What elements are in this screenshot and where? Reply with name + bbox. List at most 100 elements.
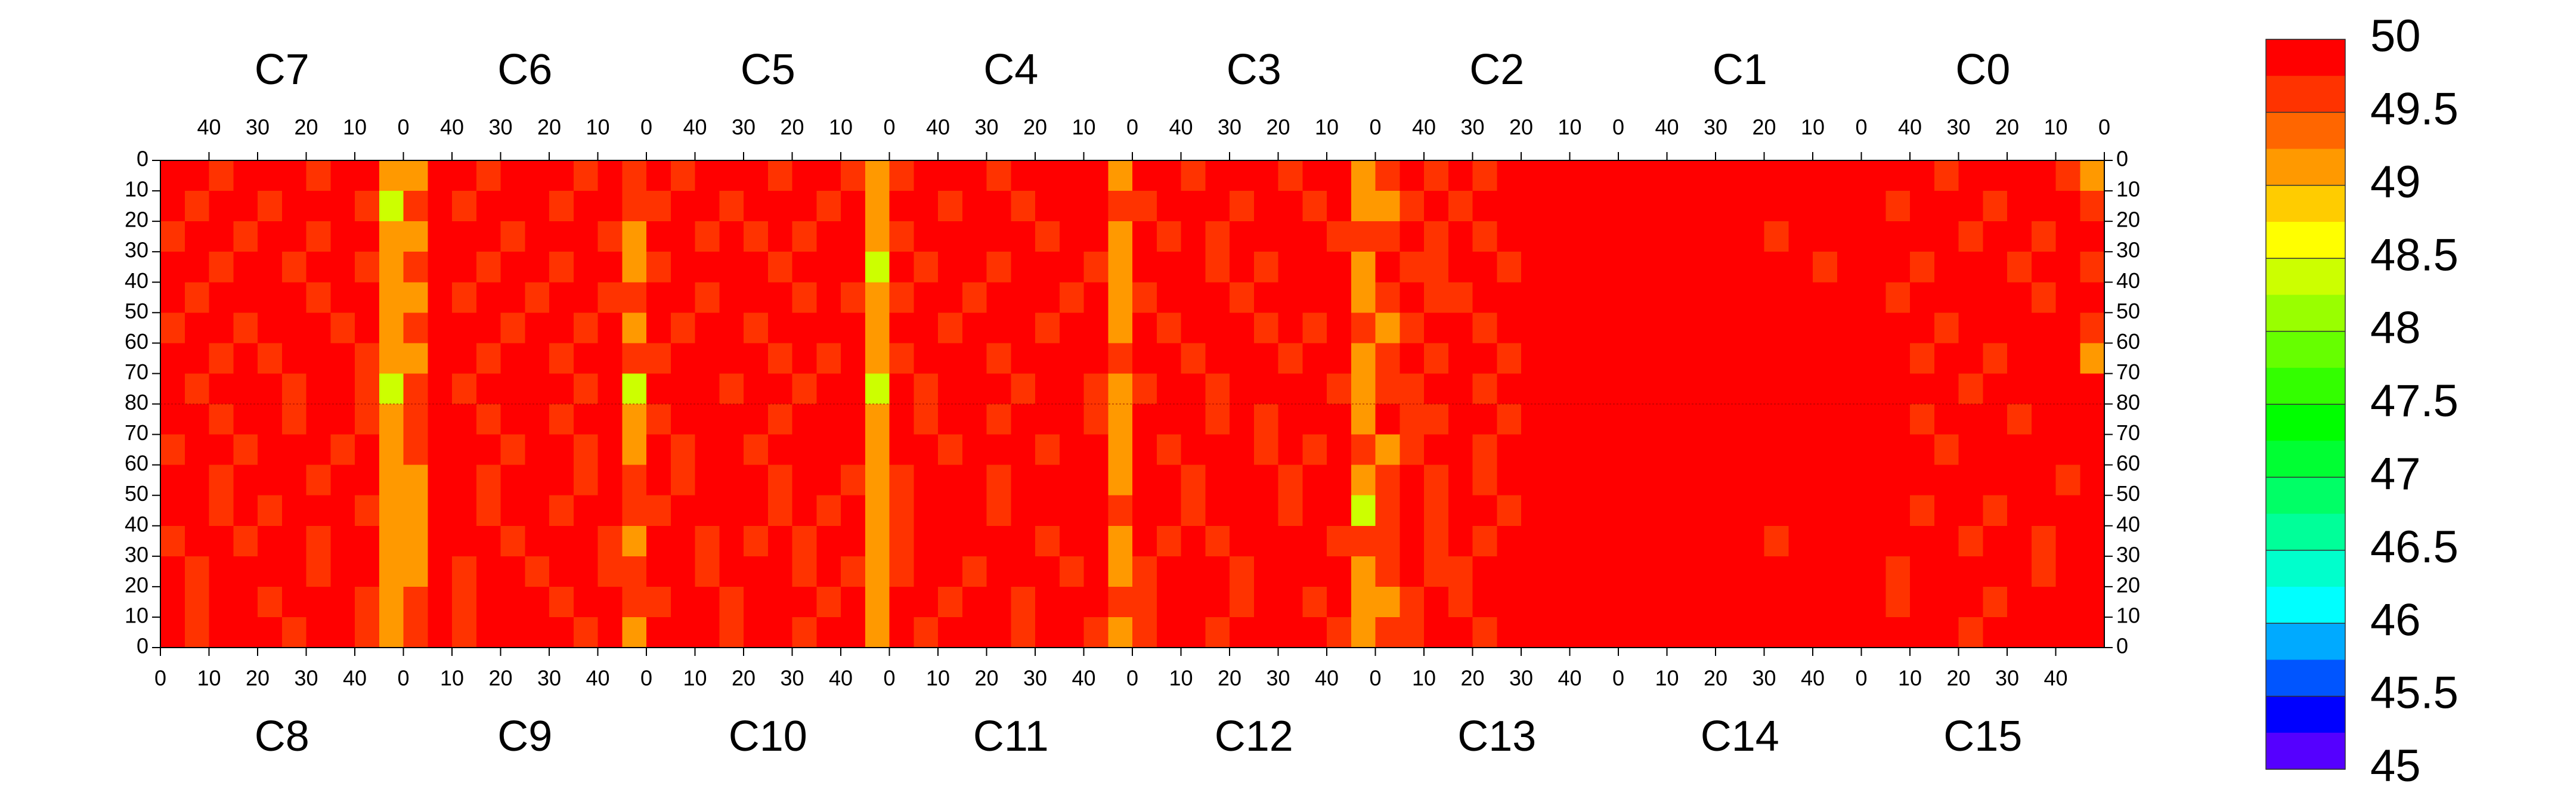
heatmap-cell: [1813, 191, 1838, 222]
y-tick-label: 20: [2116, 208, 2140, 232]
y-tick-label: 60: [2116, 451, 2140, 475]
x-tick-label: 30: [1460, 115, 1484, 140]
heatmap-cell: [209, 404, 234, 435]
heatmap-cell: [1108, 343, 1133, 374]
heatmap-cell: [1230, 252, 1255, 283]
heatmap-cell: [1132, 282, 1157, 313]
heatmap-cell: [2055, 252, 2080, 283]
heatmap-cell: [695, 282, 720, 313]
x-tick-label: 40: [683, 115, 707, 140]
heatmap-cell: [1983, 221, 2008, 252]
heatmap-cell: [379, 252, 404, 283]
heatmap-cell: [258, 434, 283, 466]
heatmap-cell: [1205, 221, 1230, 252]
heatmap-cell: [1667, 343, 1692, 374]
heatmap-cell: [1083, 191, 1109, 222]
heatmap-cell: [476, 160, 501, 191]
heatmap-cell: [792, 465, 817, 496]
heatmap-cell: [1156, 343, 1182, 374]
x-tick-label: 10: [1898, 666, 1922, 691]
heatmap-cell: [1083, 556, 1109, 587]
heatmap-cell: [1351, 434, 1376, 466]
heatmap-cell: [1813, 465, 1838, 496]
heatmap-cell: [525, 373, 550, 405]
heatmap-cell: [1011, 312, 1036, 343]
heatmap-cell: [986, 586, 1011, 618]
heatmap-cell: [160, 221, 185, 252]
heatmap-cell: [622, 586, 647, 618]
heatmap-cell: [1618, 434, 1643, 466]
heatmap-cell: [1011, 404, 1036, 435]
heatmap-cell: [1618, 556, 1643, 587]
heatmap-cell: [549, 434, 574, 466]
heatmap-cell: [573, 282, 599, 313]
heatmap-cell: [2007, 465, 2032, 496]
heatmap-cell: [355, 191, 380, 222]
panel-label: C0: [1955, 46, 2010, 94]
heatmap-cell: [258, 221, 283, 252]
heatmap-cell: [306, 373, 331, 405]
heatmap-cell: [1132, 586, 1157, 618]
heatmap-cell: [233, 525, 258, 557]
heatmap-cell: [865, 343, 890, 374]
heatmap-cell: [695, 525, 720, 557]
heatmap-cell: [1302, 556, 1327, 587]
heatmap-cell: [476, 191, 501, 222]
heatmap-cell: [670, 434, 696, 466]
heatmap-cell: [1642, 373, 1668, 405]
heatmap-cell: [1351, 525, 1376, 557]
heatmap-cell: [914, 191, 939, 222]
heatmap-cell: [1667, 312, 1692, 343]
heatmap-cell: [938, 312, 963, 343]
heatmap-cell: [1837, 373, 1862, 405]
heatmap-cell: [914, 495, 939, 527]
heatmap-cell: [889, 160, 914, 191]
x-tick-label: 10: [440, 666, 464, 691]
heatmap-cell: [1302, 252, 1327, 283]
heatmap-cell: [379, 495, 404, 527]
heatmap-cell: [452, 221, 477, 252]
heatmap-cell: [1472, 282, 1497, 313]
heatmap-cell: [1278, 556, 1303, 587]
heatmap-cell: [889, 252, 914, 283]
heatmap-cell: [1327, 525, 1352, 557]
heatmap-cell: [646, 495, 671, 527]
panel-label: C1: [1713, 46, 1767, 94]
heatmap-cell: [1691, 160, 1716, 191]
heatmap-cell: [1837, 586, 1862, 618]
heatmap-cell: [184, 556, 210, 587]
heatmap-cell: [1448, 160, 1473, 191]
heatmap-cell: [573, 191, 599, 222]
heatmap-cell: [744, 525, 769, 557]
heatmap-cell: [1375, 282, 1400, 313]
heatmap-cell: [622, 617, 647, 648]
heatmap-cell: [209, 343, 234, 374]
heatmap-cell: [2031, 404, 2057, 435]
heatmap-cell: [1958, 404, 1983, 435]
heatmap-cell: [1618, 617, 1643, 648]
heatmap-cell: [1934, 586, 1959, 618]
heatmap-cell: [1327, 404, 1352, 435]
colorbar-band: [2266, 148, 2345, 186]
heatmap-cell: [573, 586, 599, 618]
heatmap-cell: [1351, 556, 1376, 587]
panel-label: C9: [497, 713, 552, 760]
heatmap-cell: [1230, 404, 1255, 435]
heatmap-cell: [573, 312, 599, 343]
y-tick-label: 40: [125, 512, 148, 536]
heatmap-cell: [622, 221, 647, 252]
heatmap-cell: [2007, 434, 2032, 466]
heatmap-cell: [258, 495, 283, 527]
heatmap-cell: [1764, 465, 1789, 496]
heatmap-cell: [1958, 221, 1983, 252]
heatmap-cell: [1448, 525, 1473, 557]
heatmap-cell: [1813, 252, 1838, 283]
heatmap-cell: [1327, 221, 1352, 252]
heatmap-cell: [1011, 373, 1036, 405]
heatmap-cell: [1108, 160, 1133, 191]
heatmap-cell: [1642, 465, 1668, 496]
heatmap-cell: [1059, 160, 1085, 191]
heatmap-cell: [428, 282, 453, 313]
heatmap-cell: [622, 495, 647, 527]
heatmap-cell: [1569, 282, 1594, 313]
